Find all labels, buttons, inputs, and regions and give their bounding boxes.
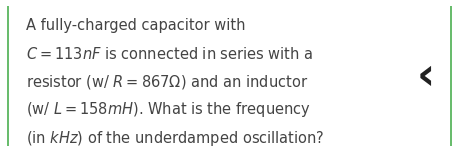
Text: (w/ $L = 158mH$). What is the frequency: (w/ $L = 158mH$). What is the frequency: [25, 100, 310, 119]
Text: $C = 113nF$ is connected in series with a: $C = 113nF$ is connected in series with …: [25, 46, 312, 62]
Text: ‹: ‹: [416, 55, 434, 97]
Text: resistor (w/ $R = 867\Omega$) and an inductor: resistor (w/ $R = 867\Omega$) and an ind…: [25, 73, 307, 91]
Text: (in $kHz$) of the underdamped oscillation?: (in $kHz$) of the underdamped oscillatio…: [25, 129, 323, 148]
Text: A fully-charged capacitor with: A fully-charged capacitor with: [25, 18, 244, 33]
